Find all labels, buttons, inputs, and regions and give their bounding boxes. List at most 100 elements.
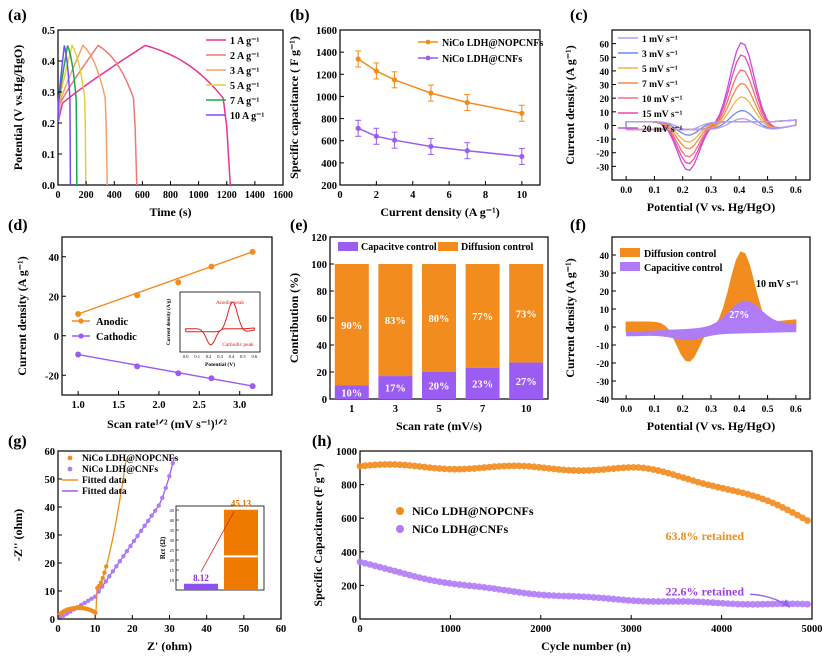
panel-label: (d) (8, 217, 28, 234)
x-tick-label: 7 (480, 404, 485, 415)
data-point (490, 585, 498, 593)
data-point (535, 463, 543, 471)
x-tick-label: 2 (374, 190, 379, 201)
data-point (167, 474, 172, 479)
legend-swatch (438, 242, 458, 251)
data-point (764, 600, 772, 608)
data-point (600, 594, 608, 602)
panel-b: 0 2 4 6 8 10 200 400 600 800 1000 1200 1400 1600 NiCo … (316, 26, 543, 201)
bar-label-diffusion: 77% (472, 312, 493, 323)
y-tick-label: 20 (45, 559, 56, 570)
data-point (98, 580, 104, 585)
inset-tick-label: 35 (170, 528, 175, 533)
data-point (470, 465, 478, 472)
panel-e: 10%90%117%83%320%80%523%77%727%73%100204… (311, 233, 549, 415)
data-point (428, 143, 434, 150)
data-point (431, 464, 438, 472)
inset-cathodic-label: Cathodic peak (222, 342, 254, 348)
legend-label: Fitted data (82, 476, 127, 486)
x-axis-title: Scan rate¹ᐟ² (mV s⁻¹)¹ᐟ² (107, 417, 227, 431)
y-tick-label: 30 (600, 270, 610, 280)
y-tick-label: 400 (321, 159, 337, 170)
data-point (754, 600, 762, 608)
legend-swatch (620, 262, 640, 271)
inset-tick-label: 0.6 (251, 354, 257, 359)
data-point (456, 465, 463, 473)
x-tick-label: 0.3 (705, 405, 717, 415)
legend-label: Fitted data (82, 487, 127, 497)
data-point (175, 279, 182, 286)
legend-label: 3 A g⁻¹ (230, 66, 259, 77)
plot-frame (339, 29, 541, 186)
x-tick-label: 40 (201, 624, 212, 635)
data-point (704, 598, 712, 606)
panel-c: 0.0 0.1 0.2 0.3 0.4 0.5 0.6 -30 -20 -10 0 10 20 30 40 5… (596, 29, 811, 196)
legend-marker (425, 55, 431, 61)
y-tick-label: -20 (45, 371, 59, 382)
y-tick-label: 10 (600, 109, 610, 119)
data-point (470, 582, 478, 590)
legend-label: 5 mV s⁻¹ (642, 65, 678, 75)
data-point (500, 586, 508, 594)
y-tick-label: 600 (341, 514, 357, 525)
inset-x-title: Potential (V) (205, 361, 235, 368)
bar-label-diffusion: 90% (341, 321, 362, 332)
data-point (461, 581, 468, 589)
data-point (530, 590, 538, 598)
inset-tick-label: 0.4 (229, 354, 235, 359)
data-point (669, 598, 677, 605)
data-point (396, 461, 404, 469)
data-point (714, 599, 722, 607)
data-point (590, 593, 598, 601)
y-tick-label: 40 (600, 252, 610, 262)
x-tick-label: 0.6 (790, 405, 802, 415)
data-point (82, 600, 87, 606)
panel-label: (e) (290, 217, 308, 234)
data-point (610, 595, 617, 603)
x-axis-title: Time (s) (149, 205, 191, 219)
data-point (128, 543, 133, 549)
inset-y-title: Rct (Ω) (159, 536, 167, 559)
data-point (719, 599, 727, 607)
legend-swatch (620, 248, 640, 257)
inset-tick-label: 0.0 (183, 354, 189, 359)
data-point (640, 464, 647, 472)
y-axis-title: Specific capacitance ( F g⁻¹) (287, 36, 301, 179)
y-tick-label: 30 (600, 82, 610, 92)
data-point (590, 466, 598, 474)
bar-capacitive (334, 385, 369, 399)
data-point (595, 594, 603, 602)
data-point (789, 509, 796, 516)
data-point (110, 569, 116, 574)
panel-label: (h) (312, 433, 332, 450)
y-tick-label: 0 (604, 122, 609, 132)
y-tick-label: 0.1 (42, 150, 55, 161)
x-tick-label: 30 (164, 624, 175, 635)
inset-tick-label: 20 (170, 558, 175, 563)
data-point (376, 461, 384, 469)
x-tick-label: 3000 (621, 624, 642, 635)
y-tick-label: -20 (596, 150, 609, 160)
inset-tick-label: 0.1 (194, 354, 200, 359)
data-point (699, 598, 707, 606)
y-tick-label: 0.3 (42, 88, 55, 99)
panel-f: 0.0 0.1 0.2 0.3 0.4 0.5 0.6 -40 -30 -20 -10 0 10 20 30… (596, 236, 811, 415)
data-point (117, 559, 123, 564)
x-tick-label: 0 (357, 624, 362, 635)
data-point (371, 461, 379, 469)
y-tick-label: 40 (49, 253, 60, 264)
data-point (545, 591, 553, 599)
data-point (104, 564, 109, 569)
data-point (208, 263, 215, 270)
data-point (630, 597, 637, 605)
data-point (373, 68, 379, 74)
data-point (580, 593, 588, 601)
data-point (734, 600, 742, 608)
x-tick-label: 10 (521, 404, 532, 415)
legend-label: NiCo LDH@CNFs (82, 465, 158, 475)
data-point (156, 503, 161, 508)
retention-label: 22.6% retained (666, 584, 745, 598)
y-tick-label: 0 (54, 332, 59, 343)
data-point (620, 596, 627, 604)
x-tick-label: 600 (135, 190, 150, 201)
